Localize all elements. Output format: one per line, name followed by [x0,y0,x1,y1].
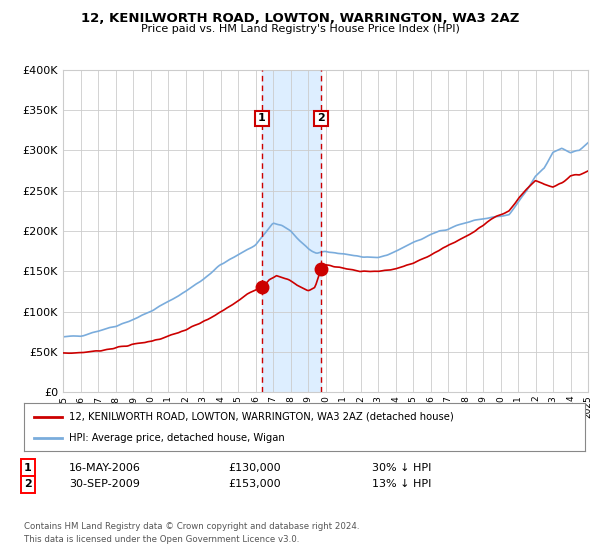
Bar [262,70,321,392]
Text: This data is licensed under the Open Government Licence v3.0.: This data is licensed under the Open Gov… [24,534,299,544]
Text: 1: 1 [24,463,32,473]
Text: 30-SEP-2009: 30-SEP-2009 [69,479,140,489]
Text: Price paid vs. HM Land Registry's House Price Index (HPI): Price paid vs. HM Land Registry's House … [140,24,460,34]
Text: 30% ↓ HPI: 30% ↓ HPI [372,463,431,473]
Text: Contains HM Land Registry data © Crown copyright and database right 2024.: Contains HM Land Registry data © Crown c… [24,522,359,531]
Text: £130,000: £130,000 [228,463,281,473]
Text: 12, KENILWORTH ROAD, LOWTON, WARRINGTON, WA3 2AZ (detached house): 12, KENILWORTH ROAD, LOWTON, WARRINGTON,… [69,412,454,422]
Text: 16-MAY-2006: 16-MAY-2006 [69,463,141,473]
Text: 2: 2 [317,113,325,123]
Text: £153,000: £153,000 [228,479,281,489]
Text: 13% ↓ HPI: 13% ↓ HPI [372,479,431,489]
Text: 12, KENILWORTH ROAD, LOWTON, WARRINGTON, WA3 2AZ: 12, KENILWORTH ROAD, LOWTON, WARRINGTON,… [81,12,519,25]
Text: HPI: Average price, detached house, Wigan: HPI: Average price, detached house, Wiga… [69,433,284,444]
Text: 2: 2 [24,479,32,489]
Text: 1: 1 [258,113,266,123]
